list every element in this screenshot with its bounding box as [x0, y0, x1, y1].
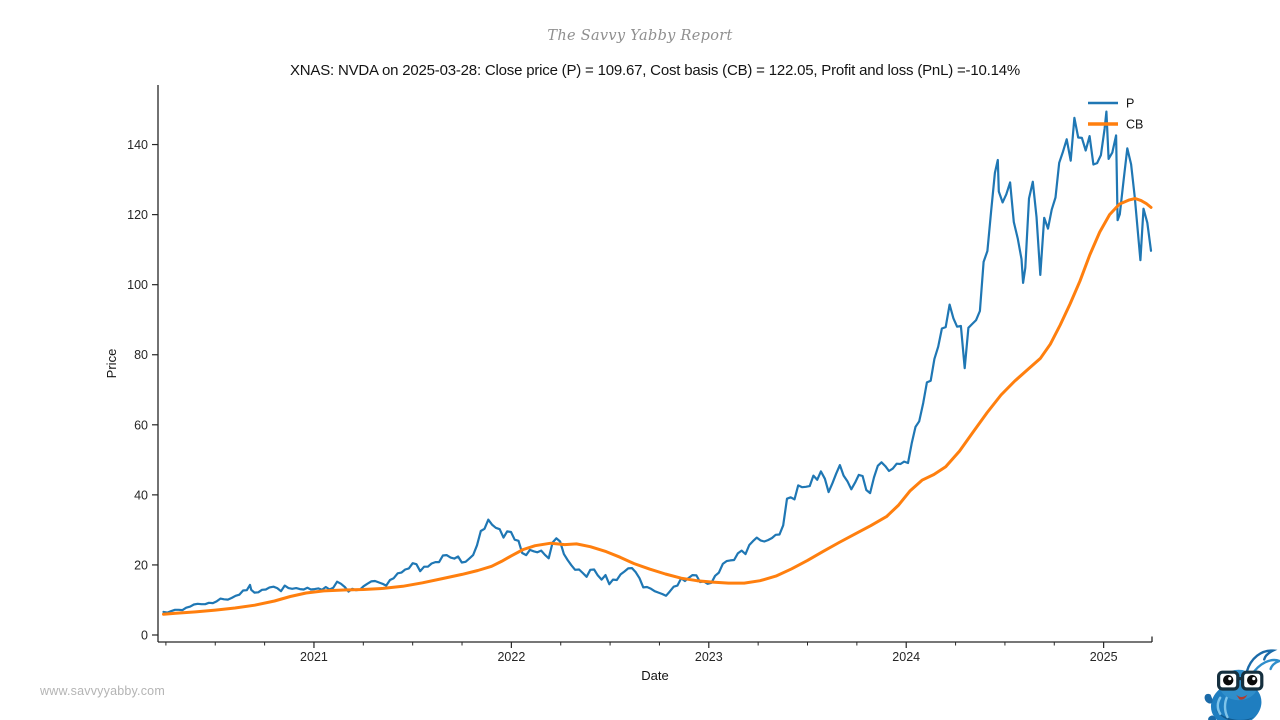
mascot-eye: [1223, 675, 1234, 686]
x-tick-label: 2024: [892, 650, 920, 664]
yabby-mascot-image: [1197, 645, 1280, 720]
x-tick-label: 2023: [695, 650, 723, 664]
mascot-antenna: [1250, 658, 1280, 677]
y-tick-label: 100: [127, 278, 148, 292]
mascot-claw: [1204, 693, 1213, 704]
report-brand: The Savvy Yabby Report: [547, 28, 733, 44]
y-tick-label: 140: [127, 138, 148, 152]
mascot-claw: [1208, 715, 1216, 720]
series-line-p: [162, 110, 1153, 614]
mascot-mouth: [1236, 694, 1248, 700]
legend-label-cb: CB: [1126, 118, 1143, 132]
y-tick-label: 120: [127, 208, 148, 222]
website-url: www.savvyyabby.com: [40, 684, 165, 698]
x-tick-label: 2021: [300, 650, 328, 664]
y-tick-label: 40: [134, 488, 148, 502]
y-axis-label: Price: [104, 349, 119, 379]
y-tick-label: 80: [134, 348, 148, 362]
y-tick-label: 20: [134, 558, 148, 572]
y-tick-label: 0: [141, 628, 148, 642]
chart-title: XNAS: NVDA on 2025-03-28: Close price (P…: [289, 62, 1021, 79]
x-axis-label: Date: [641, 668, 668, 683]
y-tick-label: 60: [134, 418, 148, 432]
x-tick-label: 2022: [497, 650, 525, 664]
mascot-eye: [1247, 675, 1258, 686]
x-tick-label: 2025: [1090, 650, 1118, 664]
legend-label-p: P: [1126, 97, 1134, 111]
series-line-cb: [162, 197, 1153, 616]
mascot-antenna: [1245, 649, 1278, 674]
